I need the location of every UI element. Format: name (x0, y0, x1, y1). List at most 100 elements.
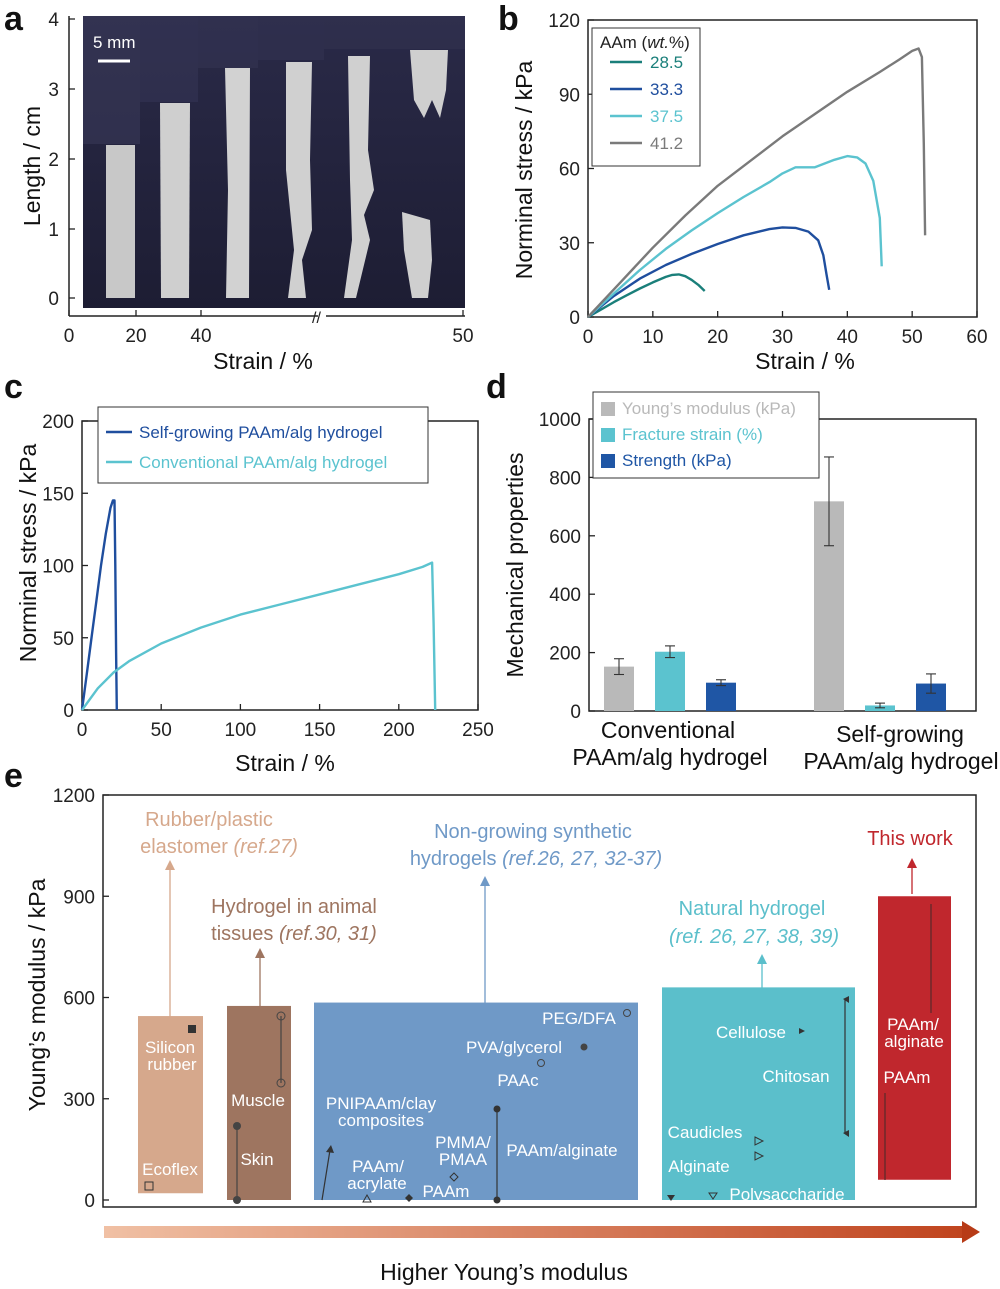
y-tick-label-a-1: 1 (48, 220, 59, 241)
category-arrows-e (165, 858, 917, 1018)
legend-swatch-d-1 (601, 428, 615, 442)
series-line-c-0 (80, 499, 118, 711)
y-tick-label-a-2: 2 (48, 150, 59, 171)
x-tick-label-a-40: 40 (190, 326, 211, 347)
hydrogel-strip-4 (286, 62, 312, 298)
y-tick-label-e-600: 600 (63, 989, 95, 1010)
x-tick-label-b-10: 10 (642, 327, 663, 348)
x-tick-label-c-150: 150 (304, 720, 336, 741)
marker-pegdfa (623, 1009, 631, 1017)
legend-label-b-37.5: 37.5 (650, 107, 683, 126)
legend-label-d-1: Fracture strain (%) (622, 425, 763, 444)
item-pmma-line2: PMAA (439, 1150, 488, 1169)
y-tick-label-a-0: 0 (48, 289, 59, 310)
y-tick-label-c-0: 0 (63, 701, 74, 722)
range-box-e-1 (227, 1005, 291, 1200)
legend-items-d: Young’s modulus (kPa) Fracture strain (%)… (601, 399, 796, 470)
title-synthetic-line2: hydrogels (ref.26, 27, 32-37) (410, 848, 662, 870)
title-synthetic-line1: Non-growing synthetic (434, 821, 632, 843)
hydrogel-strip-6-bottom (402, 212, 432, 298)
y-tick-label-d-800: 800 (549, 468, 581, 489)
panel-d: d 0 200 400 600 800 1000 Mechanical propertie… (486, 368, 999, 774)
legend-label-d-0: Young’s modulus (kPa) (622, 399, 796, 418)
y-axis-label-e: Young’s modulus / kPa (24, 878, 50, 1111)
category-label-d-0-line2: PAAm/alg hydrogel (572, 744, 767, 770)
legend-box-d (592, 391, 820, 479)
x-ticks-a (68, 310, 464, 316)
lines-c (80, 499, 437, 711)
items-synthetic: PEG/DFA PVA/glycerol PAAc PNIPAAm/clay c… (321, 1009, 631, 1204)
x-axis-label-e: Higher Young’s modulus (380, 1259, 628, 1285)
item-paam-acrylate-line1: PAAm/ (352, 1157, 404, 1176)
title-tissue-line2: tissues (ref.30, 31) (211, 923, 377, 945)
panel-label-e: e (4, 757, 23, 795)
hydrogel-strip-2 (160, 103, 190, 298)
item-silicon-line2: rubber (147, 1055, 196, 1074)
legend-label-c-0: Self-growing PAAm/alg hydrogel (139, 423, 382, 442)
photo-step-1 (83, 16, 140, 144)
marker-cellulose (799, 1028, 805, 1034)
marker-pmma (449, 1172, 459, 1182)
item-paam-alginate: PAAm/alginate (506, 1141, 617, 1160)
marker-caudicles (754, 1136, 765, 1146)
range-pnipaam (321, 1149, 331, 1201)
item-thiswork-paam-alg-line1: PAAm/ (887, 1015, 939, 1034)
range-box-e-4 (878, 896, 951, 1180)
marker-pva (580, 1043, 588, 1051)
item-muscle: Muscle (231, 1091, 285, 1110)
x-axis-label-c: Strain / % (235, 750, 335, 776)
ticks-d: 0 200 400 600 800 1000 (539, 410, 595, 723)
legend-label-b-28.5: 28.5 (650, 53, 683, 72)
range-box-e-0 (138, 1016, 203, 1194)
x-tick-label-b-0: 0 (583, 327, 594, 348)
marker-chitosan-top (843, 996, 849, 1003)
y-tick-label-d-600: 600 (549, 527, 581, 548)
y-tick-label-a-3: 3 (48, 80, 59, 101)
legend-items-b: 28.5 33.3 37.5 41.2 (610, 53, 683, 153)
item-pegdfa: PEG/DFA (542, 1009, 616, 1028)
gradient-arrow-head (962, 1221, 980, 1243)
y-tick-label-d-400: 400 (549, 585, 581, 606)
panel-a: a 5 mm // 0 20 40 50 (4, 0, 474, 374)
legend-items-c: Self-growing PAAm/alg hydrogel Convention… (106, 423, 387, 472)
photo-step-3 (198, 16, 258, 68)
marker-alginate (754, 1151, 765, 1161)
ticks-b: 0 10 20 30 40 50 60 0 30 60 90 120 (548, 11, 987, 348)
item-paam-synthetic: PAAm (423, 1182, 470, 1201)
y-tick-label-c-150: 150 (42, 484, 74, 505)
marker-paam-acrylate (362, 1193, 372, 1203)
category-label-d-1-line1: Self-growing (836, 721, 964, 747)
item-pnipaam-line1: PNIPAAm/clay (326, 1094, 437, 1113)
y-axis-label-c: Norminal stress / kPa (15, 444, 41, 663)
panel-e: e 0 300 600 900 1200 Young’s modulus / kPa R… (4, 757, 980, 1285)
item-paam-acrylate-line2: acrylate (347, 1174, 407, 1193)
y-tick-label-c-100: 100 (42, 557, 74, 578)
x-tick-label-b-60: 60 (966, 327, 987, 348)
x-tick-label-a-0: 0 (64, 326, 75, 347)
x-tick-label-b-30: 30 (772, 327, 793, 348)
marker-silicon (188, 1025, 196, 1033)
marker-pnipaam (326, 1145, 334, 1153)
x-axis-label-a: Strain / % (213, 348, 313, 374)
x-tick-label-c-0: 0 (77, 720, 88, 741)
panel-label-d: d (486, 368, 507, 406)
legend-label-b-41.2: 41.2 (650, 134, 683, 153)
photo-background (83, 16, 465, 308)
legend-swatch-d-2 (601, 454, 615, 468)
hydrogel-strip-6-top (410, 50, 448, 118)
panel-label-b: b (498, 0, 519, 38)
hydrogel-strip-5 (344, 56, 374, 298)
legend-label-d-2: Strength (kPa) (622, 451, 732, 470)
y-tick-label-e-0: 0 (84, 1191, 95, 1212)
marker-polysaccharide-right (708, 1192, 718, 1200)
legend-label-b-33.3: 33.3 (650, 80, 683, 99)
series-line-b-41.2 (587, 47, 927, 318)
marker-paac (537, 1059, 545, 1067)
item-skin: Skin (240, 1150, 273, 1169)
photo-step-2 (140, 16, 198, 102)
y-tick-label-e-1200: 1200 (53, 786, 95, 807)
marker-paam-alginate-top (493, 1105, 501, 1113)
range-boxes-e (138, 896, 951, 1200)
scale-bar-label: 5 mm (93, 33, 136, 52)
legend-label-c-1: Conventional PAAm/alg hydrogel (139, 453, 387, 472)
